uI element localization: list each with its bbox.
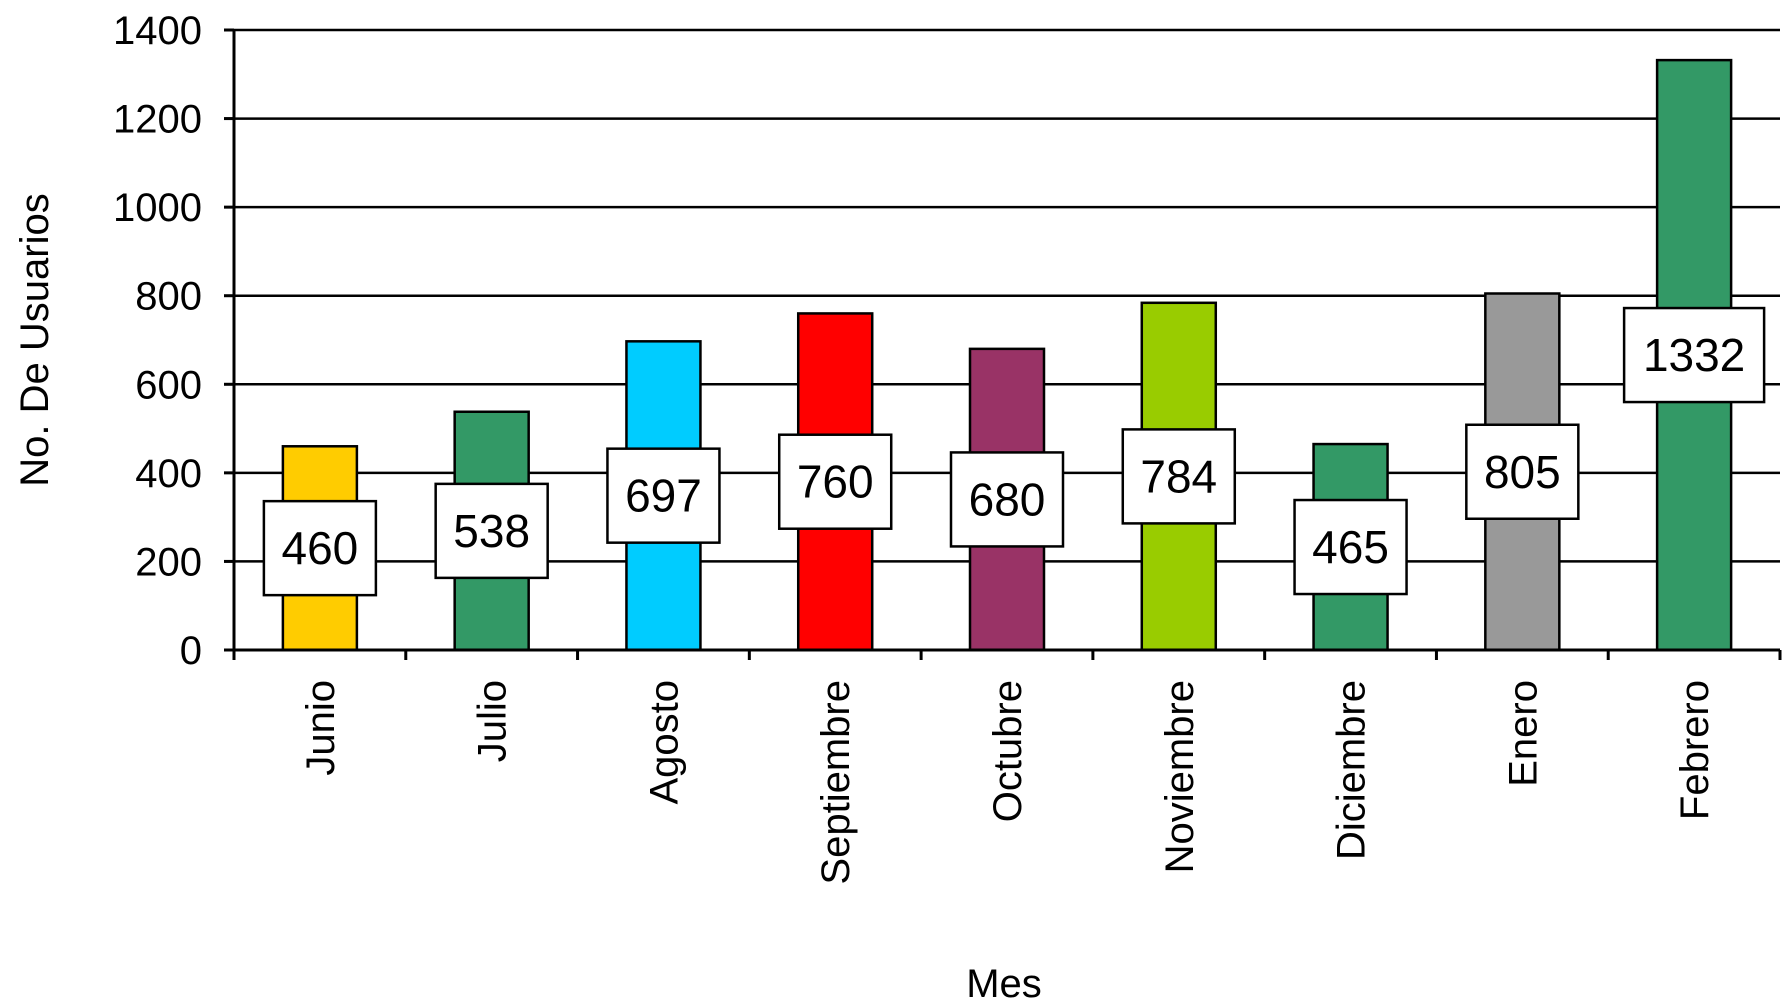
data-label-noviembre: 784 bbox=[1121, 428, 1237, 525]
x-tick-labels: Junio Julio Agosto Septiembre Octubre Noviemb… bbox=[299, 680, 1717, 885]
x-tick-label: Diciembre bbox=[1330, 680, 1374, 860]
data-label-box bbox=[1622, 306, 1766, 404]
data-label-text: 465 bbox=[1312, 521, 1389, 573]
y-tick-label: 0 bbox=[180, 629, 202, 673]
data-label-box bbox=[949, 451, 1065, 548]
data-label-septiembre: 760 bbox=[777, 433, 893, 530]
data-label-enero: 805 bbox=[1465, 423, 1580, 520]
x-tick-label: Febrero bbox=[1673, 680, 1717, 820]
data-label-junio: 460 bbox=[262, 499, 378, 597]
data-label-text: 680 bbox=[969, 473, 1046, 525]
data-label-text: 784 bbox=[1140, 450, 1217, 502]
data-labels: 460 538 697 760 680 784 465 805 1332 bbox=[262, 306, 1766, 597]
data-label-box bbox=[1121, 428, 1237, 525]
x-tick-label: Julio bbox=[471, 680, 515, 762]
axes bbox=[224, 30, 1782, 660]
x-tick-label: Agosto bbox=[642, 680, 686, 805]
x-tick-label: Septiembre bbox=[814, 680, 858, 885]
data-label-agosto: 697 bbox=[606, 447, 721, 544]
data-label-box bbox=[606, 447, 721, 544]
data-label-julio: 538 bbox=[434, 482, 549, 580]
data-label-febrero: 1332 bbox=[1622, 306, 1766, 404]
data-label-text: 1332 bbox=[1643, 329, 1745, 381]
data-label-box bbox=[434, 482, 549, 580]
y-tick-label: 1200 bbox=[113, 98, 202, 142]
y-tick-label: 1400 bbox=[113, 9, 202, 53]
y-axis-title: No. De Usuarios bbox=[13, 193, 57, 486]
data-label-text: 538 bbox=[453, 505, 530, 557]
x-axis-title: Mes bbox=[966, 962, 1042, 1005]
data-label-octubre: 680 bbox=[949, 451, 1065, 548]
y-tick-label: 600 bbox=[135, 363, 202, 407]
data-label-diciembre: 465 bbox=[1293, 498, 1408, 596]
data-label-box bbox=[1293, 498, 1408, 596]
y-tick-labels: 0 200 400 600 800 1000 1200 1400 bbox=[113, 9, 202, 673]
data-label-text: 460 bbox=[282, 522, 359, 574]
data-label-text: 760 bbox=[797, 456, 874, 508]
x-tick-label: Octubre bbox=[986, 680, 1030, 822]
data-label-box bbox=[1465, 423, 1580, 520]
y-tick-label: 200 bbox=[135, 540, 202, 584]
data-label-text: 697 bbox=[625, 470, 702, 522]
y-tick-label: 800 bbox=[135, 275, 202, 319]
data-label-box bbox=[777, 433, 893, 530]
x-tick-label: Junio bbox=[299, 680, 343, 776]
y-tick-label: 1000 bbox=[113, 186, 202, 230]
data-label-box bbox=[262, 499, 378, 597]
x-tick-label: Noviembre bbox=[1158, 680, 1202, 873]
y-tick-label: 400 bbox=[135, 452, 202, 496]
data-label-text: 805 bbox=[1484, 446, 1561, 498]
x-tick-label: Enero bbox=[1501, 680, 1545, 787]
